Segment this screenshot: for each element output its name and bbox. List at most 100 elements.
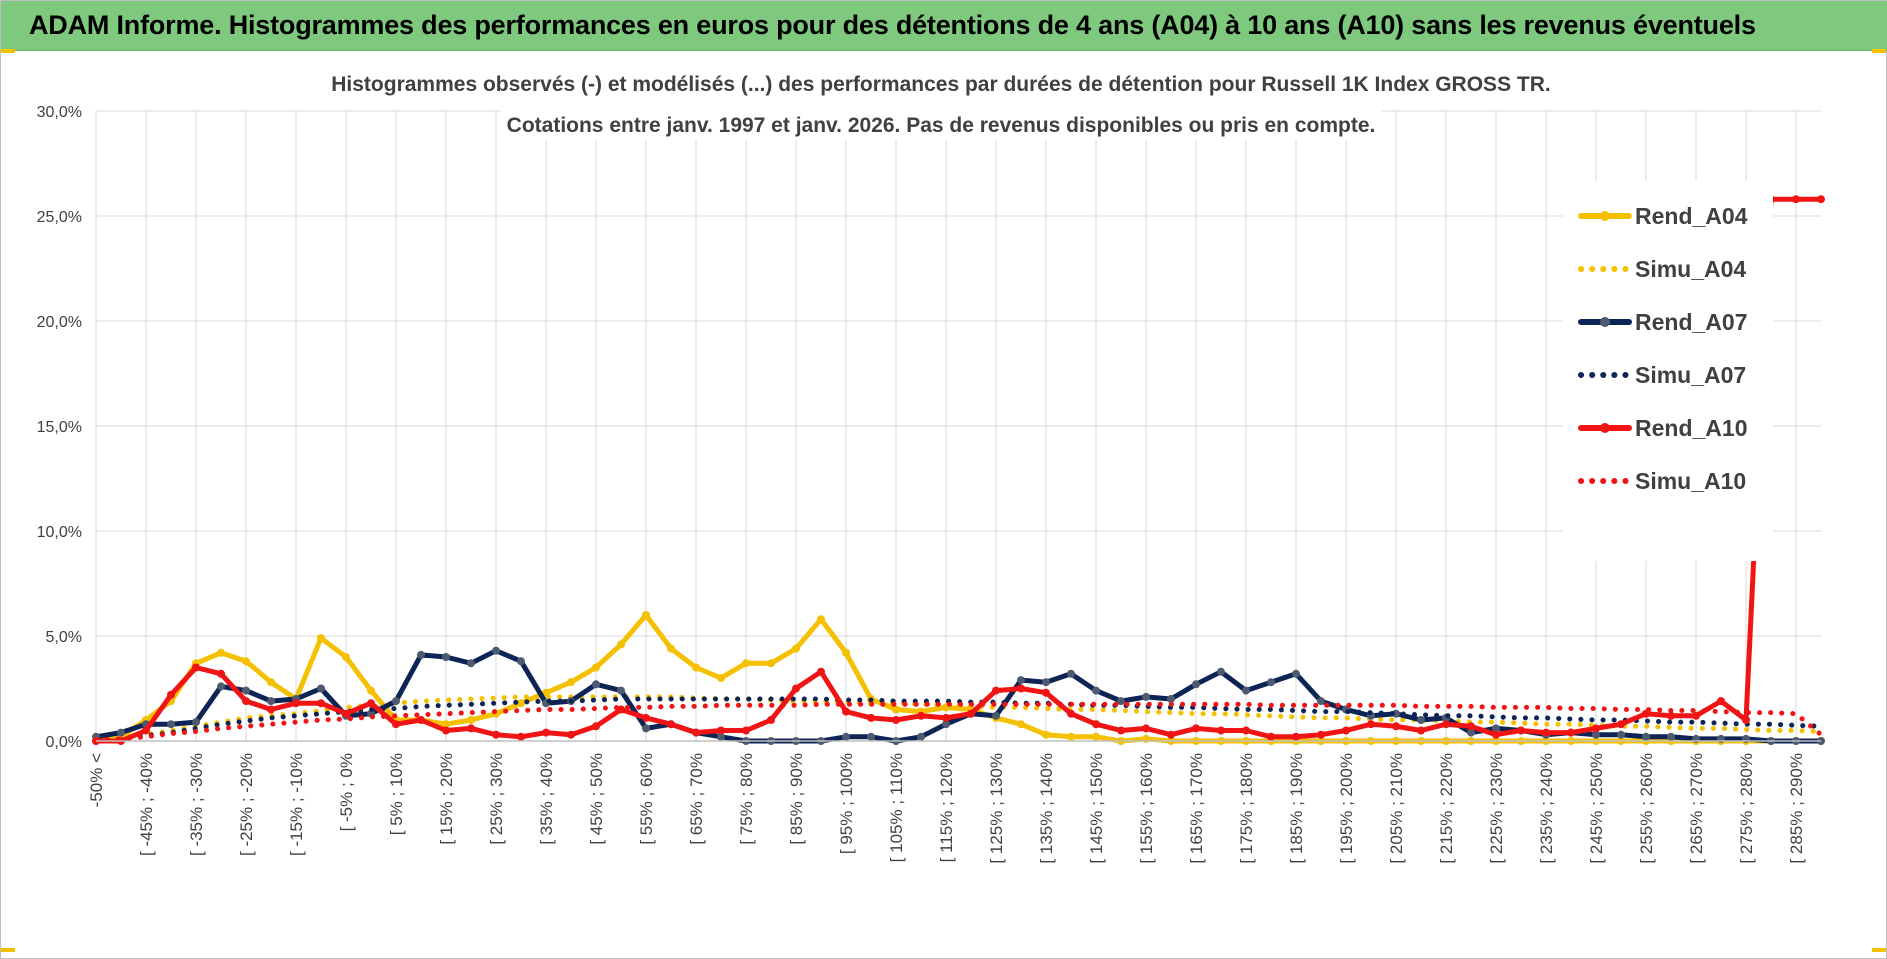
x-tick-label: [ 25% ; 30% bbox=[487, 753, 506, 845]
header-bar: ADAM Informe. Histogrammes des performan… bbox=[1, 1, 1887, 51]
data-point bbox=[217, 648, 225, 657]
data-point bbox=[742, 659, 750, 668]
data-point bbox=[1617, 720, 1625, 729]
chart-title: Histogrammes observés (-) et modélisés (… bbox=[331, 69, 1551, 140]
data-point bbox=[1242, 686, 1250, 695]
data-point bbox=[192, 663, 200, 672]
data-point bbox=[1642, 732, 1650, 741]
legend-label: Simu_A04 bbox=[1635, 256, 1746, 282]
data-point bbox=[492, 730, 500, 739]
legend-bg bbox=[1563, 181, 1773, 561]
data-point bbox=[917, 711, 925, 720]
x-tick-label: [ 85% ; 90% bbox=[787, 753, 806, 845]
data-point bbox=[1292, 669, 1300, 678]
data-point bbox=[1517, 726, 1525, 735]
data-point bbox=[992, 686, 1000, 695]
data-point bbox=[717, 732, 725, 741]
x-tick-label: [ 15% ; 20% bbox=[437, 753, 456, 845]
y-tick-label: 20,0% bbox=[37, 314, 82, 331]
data-point bbox=[667, 720, 675, 729]
x-tick-label: [ 185% ; 190% bbox=[1287, 753, 1306, 864]
chart-title-bg bbox=[331, 69, 1551, 99]
data-point bbox=[1017, 720, 1025, 729]
data-point bbox=[1267, 678, 1275, 687]
chart-title-line: Histogrammes observés (-) et modélisés (… bbox=[331, 73, 1551, 96]
x-tick-label: -50% < bbox=[87, 753, 106, 807]
legend-label: Rend_A10 bbox=[1635, 415, 1747, 441]
data-point bbox=[1292, 732, 1300, 741]
data-point bbox=[467, 659, 475, 668]
data-point bbox=[1692, 711, 1700, 720]
x-tick-label: [ 125% ; 130% bbox=[987, 753, 1006, 864]
data-point bbox=[792, 684, 800, 693]
data-point bbox=[1317, 697, 1325, 706]
x-tick-label: [ 5% ; 10% bbox=[387, 753, 406, 835]
x-tick-label: [ 55% ; 60% bbox=[637, 753, 656, 845]
data-point bbox=[317, 699, 325, 708]
data-point bbox=[217, 669, 225, 678]
legend-marker bbox=[1600, 211, 1610, 221]
data-point bbox=[692, 728, 700, 737]
y-tick-label: 5,0% bbox=[46, 629, 82, 646]
x-tick-label: [ 205% ; 210% bbox=[1387, 753, 1406, 864]
x-tick-label: [ 265% ; 270% bbox=[1687, 753, 1706, 864]
data-point bbox=[442, 726, 450, 735]
data-point bbox=[992, 711, 1000, 720]
x-tick-label: [ 145% ; 150% bbox=[1087, 753, 1106, 864]
data-point bbox=[842, 707, 850, 716]
data-point bbox=[1092, 686, 1100, 695]
corner-accent-bottom-right bbox=[1872, 948, 1886, 952]
data-point bbox=[1142, 724, 1150, 733]
data-point bbox=[667, 644, 675, 653]
data-point bbox=[242, 657, 250, 666]
data-point bbox=[642, 724, 650, 733]
data-point bbox=[1617, 730, 1625, 739]
data-point bbox=[1717, 697, 1725, 706]
data-point bbox=[1592, 730, 1600, 739]
x-tick-label: [ 35% ; 40% bbox=[537, 753, 556, 845]
data-point bbox=[917, 732, 925, 741]
grid bbox=[95, 110, 1821, 742]
data-point bbox=[392, 697, 400, 706]
data-point bbox=[867, 732, 875, 741]
data-point bbox=[617, 640, 625, 649]
data-point bbox=[842, 732, 850, 741]
data-point bbox=[342, 653, 350, 661]
y-tick-label: 15,0% bbox=[37, 419, 82, 436]
data-point bbox=[267, 678, 275, 687]
data-point bbox=[517, 657, 525, 666]
data-point bbox=[517, 699, 525, 708]
data-point bbox=[517, 732, 525, 741]
data-point bbox=[742, 726, 750, 735]
data-point bbox=[1467, 728, 1475, 737]
data-point bbox=[542, 728, 550, 737]
data-point bbox=[1492, 724, 1500, 733]
data-point bbox=[392, 720, 400, 729]
data-point bbox=[467, 716, 475, 724]
data-point bbox=[1267, 732, 1275, 741]
data-point bbox=[1492, 730, 1500, 739]
x-axis: -50% < [ -45% ; -40% [ -35% ; -30% [ -25% ;… bbox=[87, 753, 1806, 864]
data-point bbox=[767, 716, 775, 724]
x-tick-label: [ -15% ; -10% bbox=[287, 753, 306, 856]
corner-accent-bottom-left bbox=[1, 948, 15, 952]
x-tick-label: [ 75% ; 80% bbox=[737, 753, 756, 845]
data-point bbox=[1667, 711, 1675, 720]
series-line-rend-a10 bbox=[93, 196, 1824, 744]
data-point bbox=[192, 718, 200, 727]
y-axis: 0,0% 5,0% 10,0% 15,0% 20,0% 25,0% 30,0% bbox=[37, 104, 1821, 751]
legend-label: Rend_A07 bbox=[1635, 309, 1747, 335]
data-point bbox=[792, 644, 800, 653]
data-point bbox=[367, 699, 375, 708]
data-point bbox=[442, 720, 450, 729]
data-point bbox=[867, 713, 875, 722]
x-tick-label: [ 275% ; 280% bbox=[1737, 753, 1756, 864]
x-tick-label: [ -35% ; -30% bbox=[187, 753, 206, 856]
legend-label: Rend_A04 bbox=[1635, 203, 1748, 229]
x-tick-label: [ 95% ; 100% bbox=[837, 753, 856, 854]
data-point bbox=[1417, 716, 1425, 724]
data-point bbox=[1592, 724, 1600, 733]
data-point bbox=[1167, 695, 1175, 703]
data-point bbox=[1242, 726, 1250, 735]
x-tick-label: [ 175% ; 180% bbox=[1237, 753, 1256, 864]
